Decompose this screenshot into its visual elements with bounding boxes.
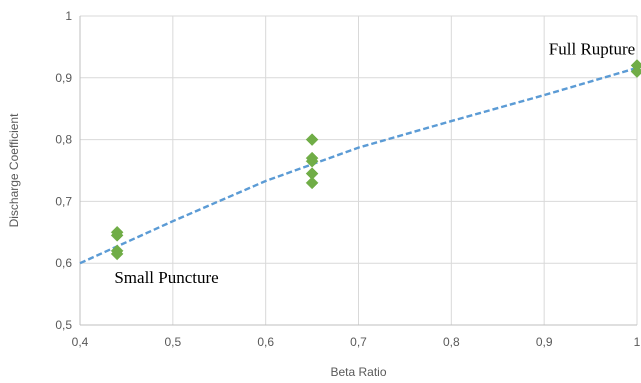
y-axis-title: Discharge Coefficient [7,113,21,228]
x-tick-label: 0,5 [164,335,181,349]
data-point-diamond [110,229,124,242]
axis-layer: 0,4 0,5 0,6 0,7 0,8 0,9 10,50,60,70,80,91 [55,9,640,349]
data-point-diamond [110,247,124,261]
trend-line [79,66,638,265]
x-tick-label: 0,6 [257,335,274,349]
x-tick-label: 0,8 [443,335,460,349]
data-point-diamond [305,133,319,146]
y-tick-label: 1 [65,9,72,23]
y-tick-label: 0,7 [55,194,72,208]
annotation-layer: Full Rupture Small Puncture [114,39,635,287]
x-tick-label: 0,4 [72,335,89,349]
y-tick-label: 0,5 [55,318,72,332]
data-point-diamond [305,154,319,168]
series-layer [79,59,641,265]
annotation-label: Full Rupture [549,39,635,58]
x-tick-label: 0,9 [536,335,553,349]
annotation-label: Small Puncture [114,268,218,287]
y-tick-label: 0,8 [55,133,72,147]
x-tick-label: 0,7 [350,335,367,349]
data-point-diamond [305,176,319,190]
x-axis-title: Beta Ratio [330,365,386,379]
data-point-diamond [630,65,641,78]
y-tick-label: 0,6 [55,256,72,270]
y-tick-label: 0,9 [55,71,72,85]
x-tick-label: 1 [634,335,641,349]
